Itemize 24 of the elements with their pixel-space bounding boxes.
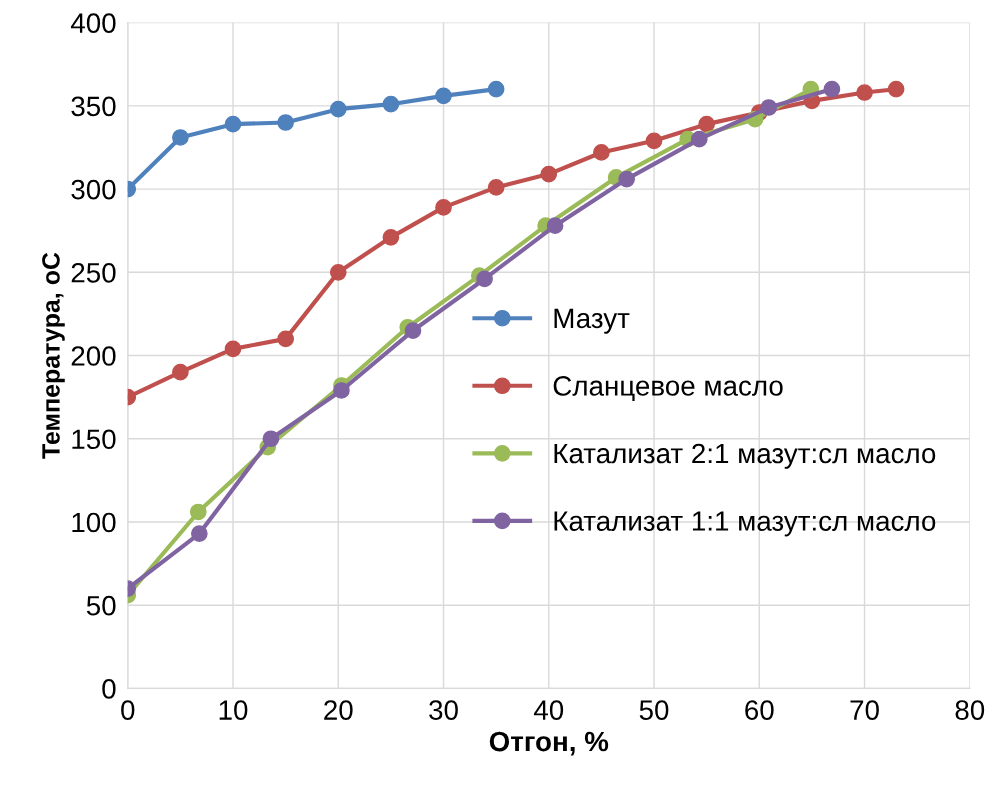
x-tick-label: 10 — [219, 700, 248, 720]
y-tick-label: 50 — [86, 595, 116, 616]
y-tick-label: 100 — [72, 512, 116, 533]
legend-label: Мазут — [554, 308, 630, 334]
y-tick-label: 300 — [71, 179, 116, 200]
legend-label: Сланцевое масло — [553, 376, 783, 402]
y-tick-label: 150 — [72, 429, 116, 450]
legend-label: Катализат 2:1 мазут:сл масло — [554, 443, 936, 469]
x-tick-label: 30 — [429, 700, 458, 720]
legend-label: Катализат 1:1 мазут:сл масло — [554, 511, 936, 537]
x-tick-label: 80 — [955, 700, 985, 720]
x-tick-label: 50 — [639, 700, 669, 720]
x-tick-label: 20 — [324, 700, 353, 720]
x-axis-title: Отгон, % — [489, 731, 609, 756]
y-tick-label: 350 — [71, 96, 116, 117]
y-tick-label: 0 — [102, 679, 116, 699]
y-tick-label: 250 — [71, 262, 116, 283]
y-axis-title: Температура, оС — [42, 252, 65, 459]
x-tick-label: 60 — [745, 700, 774, 720]
y-tick-label: 400 — [70, 13, 116, 33]
x-tick-label: 0 — [121, 700, 135, 720]
y-tick-label: 200 — [71, 346, 116, 366]
x-tick-label: 40 — [533, 700, 564, 720]
x-tick-label: 70 — [850, 700, 879, 720]
